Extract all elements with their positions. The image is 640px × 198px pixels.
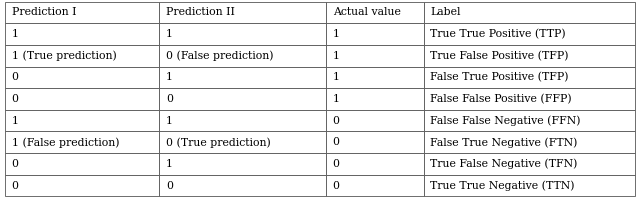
Text: True True Negative (TTN): True True Negative (TTN) <box>430 180 575 191</box>
Bar <box>424 67 635 88</box>
Text: 1: 1 <box>166 72 173 82</box>
Bar <box>5 88 159 110</box>
Text: 0 (True prediction): 0 (True prediction) <box>166 137 271 148</box>
Bar <box>424 45 635 67</box>
Bar <box>5 110 159 131</box>
Text: Actual value: Actual value <box>333 7 401 17</box>
Text: 0: 0 <box>333 116 340 126</box>
Text: 1: 1 <box>166 116 173 126</box>
Text: 0: 0 <box>333 181 340 191</box>
Text: 1: 1 <box>12 29 19 39</box>
Bar <box>5 45 159 67</box>
Text: 1 (False prediction): 1 (False prediction) <box>12 137 119 148</box>
Bar <box>159 131 326 153</box>
Bar <box>159 45 326 67</box>
Text: 0 (False prediction): 0 (False prediction) <box>166 50 273 61</box>
Bar <box>159 175 326 196</box>
Bar <box>5 23 159 45</box>
Text: 0: 0 <box>166 94 173 104</box>
Bar <box>326 45 424 67</box>
Text: 1 (True prediction): 1 (True prediction) <box>12 50 116 61</box>
Bar <box>326 175 424 196</box>
Bar <box>159 67 326 88</box>
Text: True False Negative (TFN): True False Negative (TFN) <box>430 159 578 169</box>
Text: 0: 0 <box>333 137 340 147</box>
Text: 0: 0 <box>12 181 19 191</box>
Text: 0: 0 <box>12 72 19 82</box>
Text: 1: 1 <box>12 116 19 126</box>
Bar <box>326 67 424 88</box>
Bar <box>424 88 635 110</box>
Bar <box>159 2 326 23</box>
Text: 0: 0 <box>12 94 19 104</box>
Text: Prediction II: Prediction II <box>166 7 235 17</box>
Text: Label: Label <box>430 7 461 17</box>
Text: 0: 0 <box>333 159 340 169</box>
Text: 1: 1 <box>166 159 173 169</box>
Bar <box>5 153 159 175</box>
Bar <box>424 2 635 23</box>
Bar <box>5 2 159 23</box>
Bar <box>424 131 635 153</box>
Bar <box>5 131 159 153</box>
Bar <box>159 110 326 131</box>
Text: False False Negative (FFN): False False Negative (FFN) <box>430 115 581 126</box>
Bar <box>159 153 326 175</box>
Text: 0: 0 <box>166 181 173 191</box>
Bar <box>5 67 159 88</box>
Bar <box>424 153 635 175</box>
Bar <box>159 23 326 45</box>
Text: Prediction I: Prediction I <box>12 7 76 17</box>
Text: 1: 1 <box>333 51 340 61</box>
Text: 1: 1 <box>166 29 173 39</box>
Text: False True Positive (TFP): False True Positive (TFP) <box>430 72 569 83</box>
Bar <box>159 88 326 110</box>
Bar <box>5 175 159 196</box>
Text: True False Positive (TFP): True False Positive (TFP) <box>430 50 569 61</box>
Text: 0: 0 <box>12 159 19 169</box>
Text: 1: 1 <box>333 72 340 82</box>
Text: 1: 1 <box>333 94 340 104</box>
Text: False False Positive (FFP): False False Positive (FFP) <box>430 94 572 104</box>
Bar <box>326 131 424 153</box>
Bar <box>326 88 424 110</box>
Text: 1: 1 <box>333 29 340 39</box>
Bar <box>326 23 424 45</box>
Bar <box>424 23 635 45</box>
Bar <box>424 175 635 196</box>
Text: False True Negative (FTN): False True Negative (FTN) <box>430 137 578 148</box>
Bar <box>424 110 635 131</box>
Bar <box>326 110 424 131</box>
Bar <box>326 2 424 23</box>
Text: True True Positive (TTP): True True Positive (TTP) <box>430 29 566 39</box>
Bar <box>326 153 424 175</box>
